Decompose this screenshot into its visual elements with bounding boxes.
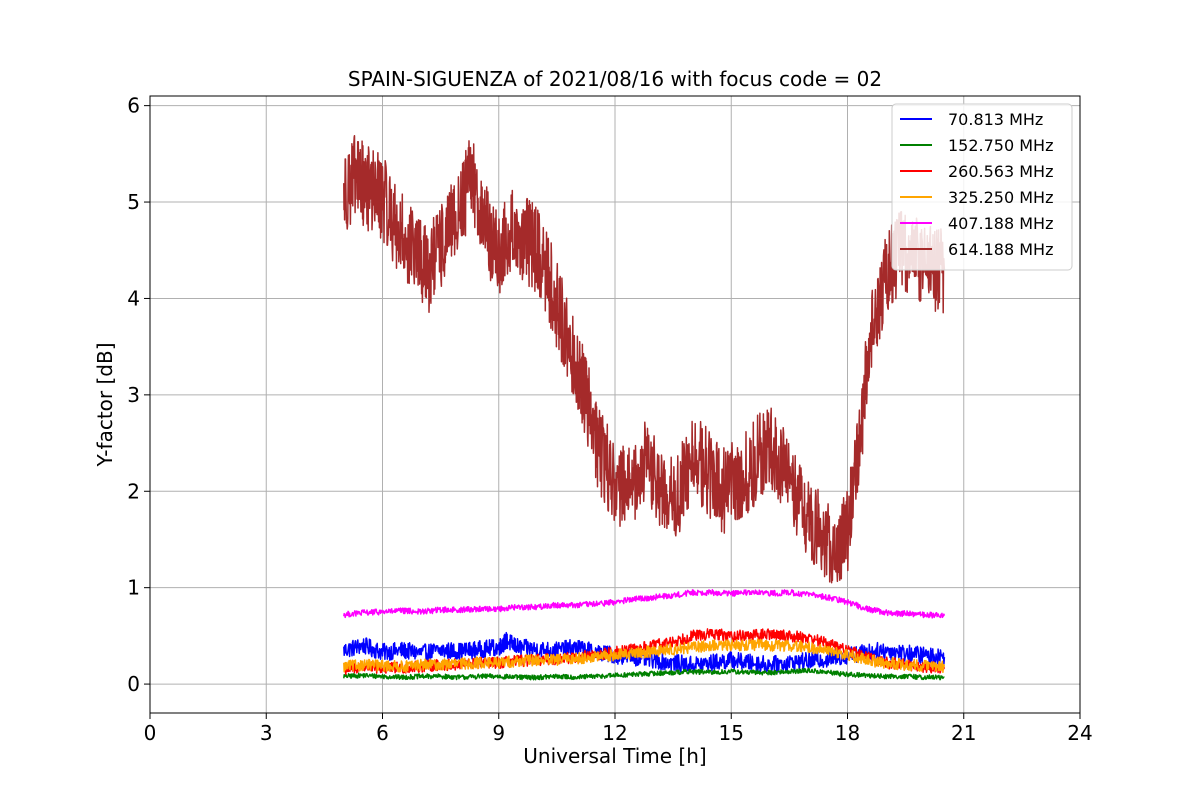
series-line-0: [343, 631, 946, 674]
y-tick-label: 5: [127, 190, 140, 214]
y-tick-label: 6: [127, 94, 140, 118]
x-tick-label: 6: [376, 721, 389, 745]
x-tick-label: 3: [260, 721, 273, 745]
series-line-4: [343, 588, 946, 619]
legend-label: 407.188 MHz: [948, 214, 1053, 233]
y-tick-label: 4: [127, 286, 140, 310]
legend-label: 614.188 MHz: [948, 240, 1053, 259]
x-tick-label: 21: [951, 721, 976, 745]
legend-label: 325.250 MHz: [948, 188, 1053, 207]
series-line-1: [343, 667, 945, 681]
x-tick-label: 24: [1067, 721, 1092, 745]
x-axis-label: Universal Time [h]: [523, 744, 706, 768]
y-tick-label: 0: [127, 672, 140, 696]
y-tick-label: 2: [127, 479, 140, 503]
x-tick-label: 12: [602, 721, 627, 745]
y-axis-label: Y-factor [dB]: [93, 342, 117, 467]
series-line-3: [343, 638, 946, 674]
x-tick-label: 9: [492, 721, 505, 745]
y-tick-label: 3: [127, 383, 140, 407]
y-tick-label: 1: [127, 576, 140, 600]
x-tick-label: 0: [144, 721, 157, 745]
chart-title: SPAIN-SIGUENZA of 2021/08/16 with focus …: [348, 67, 882, 91]
legend-label: 152.750 MHz: [948, 136, 1053, 155]
legend-box: [891, 103, 1073, 271]
x-tick-label: 15: [719, 721, 744, 745]
series-line-5: [343, 134, 946, 584]
series-layer: [343, 134, 946, 681]
legend-label: 260.563 MHz: [948, 162, 1053, 181]
x-tick-label: 18: [835, 721, 860, 745]
legend: 70.813 MHz 152.750 MHz 260.563 MHz 325.250 …: [891, 103, 1073, 271]
legend-label: 70.813 MHz: [948, 110, 1043, 129]
